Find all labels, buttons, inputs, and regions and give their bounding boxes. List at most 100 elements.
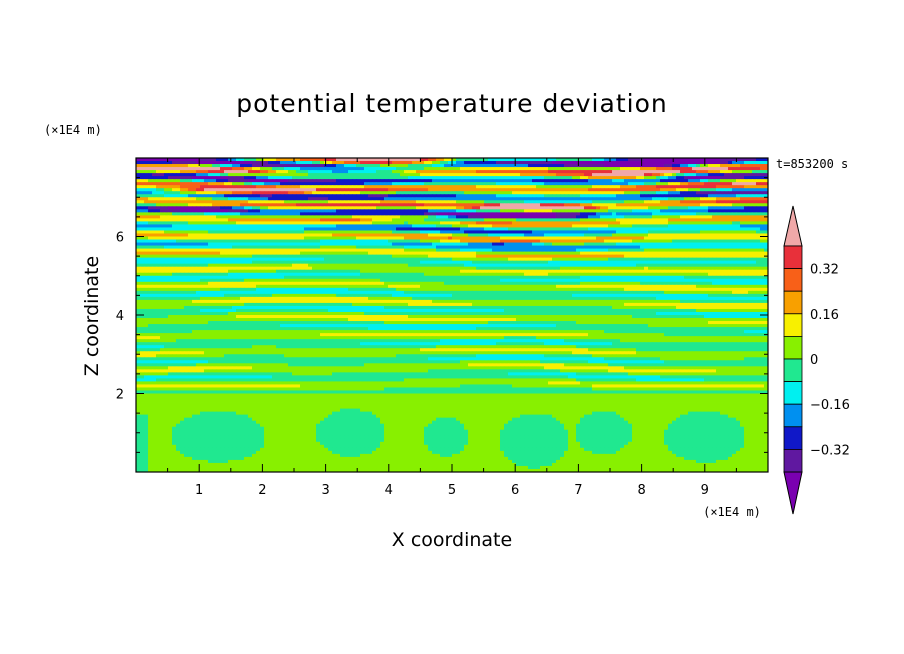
field-cell bbox=[444, 200, 449, 204]
field-cell bbox=[288, 224, 293, 228]
field-cell bbox=[404, 206, 409, 210]
field-cell bbox=[648, 158, 653, 162]
field-cell bbox=[372, 194, 377, 198]
field-cell bbox=[480, 236, 485, 240]
field-cell bbox=[244, 197, 249, 201]
field-cell bbox=[636, 182, 641, 186]
field-cell bbox=[176, 188, 181, 192]
field-cell bbox=[648, 248, 653, 252]
field-cell bbox=[536, 221, 541, 225]
field-cell bbox=[700, 173, 705, 177]
field-cell bbox=[344, 251, 349, 256]
field-cell bbox=[440, 200, 445, 204]
field-cell bbox=[728, 227, 733, 231]
field-cell bbox=[368, 215, 373, 219]
field-cell bbox=[720, 248, 725, 252]
field-cell bbox=[244, 158, 249, 162]
field-cell bbox=[168, 194, 173, 198]
field-cell bbox=[672, 188, 677, 192]
field-cell bbox=[624, 179, 629, 183]
field-cell bbox=[260, 227, 265, 231]
field-cell bbox=[608, 167, 613, 171]
field-cell bbox=[600, 194, 605, 198]
field-cell bbox=[540, 209, 545, 213]
field-cell bbox=[600, 248, 605, 252]
field-cell bbox=[508, 179, 513, 183]
field-cell bbox=[348, 158, 353, 162]
field-cell bbox=[516, 233, 521, 237]
field-cell bbox=[332, 221, 337, 225]
field-cell bbox=[236, 170, 241, 174]
field-cell bbox=[220, 167, 225, 171]
field-cell bbox=[684, 188, 689, 192]
field-cell bbox=[548, 245, 553, 249]
field-cell bbox=[724, 167, 729, 171]
field-cell bbox=[756, 248, 761, 252]
field-cell bbox=[484, 251, 489, 256]
field-cell bbox=[588, 239, 593, 243]
field-cell bbox=[152, 230, 157, 234]
field-cell bbox=[276, 218, 281, 222]
field-cell bbox=[332, 179, 337, 183]
field-cell bbox=[280, 161, 285, 165]
field-cell bbox=[756, 236, 761, 240]
field-cell bbox=[192, 248, 197, 252]
field-cell bbox=[436, 212, 441, 216]
field-cell bbox=[668, 209, 673, 213]
field-cell bbox=[700, 248, 705, 252]
field-cell bbox=[508, 176, 513, 180]
field-cell bbox=[384, 182, 389, 186]
field-cell bbox=[632, 182, 637, 186]
field-cell bbox=[252, 200, 257, 204]
field-cell bbox=[708, 182, 713, 186]
field-cell bbox=[484, 188, 489, 192]
field-cell bbox=[676, 173, 681, 177]
field-cell bbox=[724, 221, 729, 225]
field-cell bbox=[664, 170, 669, 174]
field-cell bbox=[752, 197, 757, 201]
field-cell bbox=[428, 212, 433, 216]
field-cell bbox=[436, 209, 441, 213]
field-cell bbox=[304, 227, 309, 231]
field-cell bbox=[424, 230, 429, 234]
field-cell bbox=[756, 170, 761, 174]
field-cell bbox=[584, 179, 589, 183]
field-cell bbox=[472, 251, 477, 256]
field-cell bbox=[740, 167, 745, 171]
field-cell bbox=[612, 188, 617, 192]
field-cell bbox=[480, 173, 485, 177]
field-cell bbox=[700, 191, 705, 195]
field-cell bbox=[588, 167, 593, 171]
field-cell bbox=[144, 236, 149, 240]
field-cell bbox=[388, 242, 393, 246]
field-cell bbox=[628, 173, 633, 177]
field-cell bbox=[540, 221, 545, 225]
field-cell bbox=[372, 173, 377, 177]
field-cell bbox=[520, 236, 525, 240]
field-cell bbox=[348, 248, 353, 252]
field-cell bbox=[268, 173, 273, 177]
field-cell bbox=[692, 227, 697, 231]
field-cell bbox=[348, 203, 353, 207]
field-cell bbox=[224, 239, 229, 243]
field-cell bbox=[512, 191, 517, 195]
field-cell bbox=[240, 251, 245, 256]
field-cell bbox=[300, 182, 305, 186]
field-cell bbox=[424, 209, 429, 213]
field-cell bbox=[604, 233, 609, 237]
field-cell bbox=[416, 167, 421, 171]
field-cell bbox=[464, 167, 469, 171]
field-cell bbox=[552, 224, 557, 228]
field-cell bbox=[160, 173, 165, 177]
field-cell bbox=[188, 221, 193, 225]
field-cell bbox=[424, 164, 429, 168]
field-cell bbox=[436, 161, 441, 165]
field-cell bbox=[624, 206, 629, 210]
field-cell bbox=[448, 173, 453, 177]
field-cell bbox=[548, 191, 553, 195]
field-cell bbox=[376, 218, 381, 222]
field-cell bbox=[436, 239, 441, 243]
field-cell bbox=[148, 179, 153, 183]
field-cell bbox=[680, 203, 685, 207]
field-cell bbox=[624, 245, 629, 249]
